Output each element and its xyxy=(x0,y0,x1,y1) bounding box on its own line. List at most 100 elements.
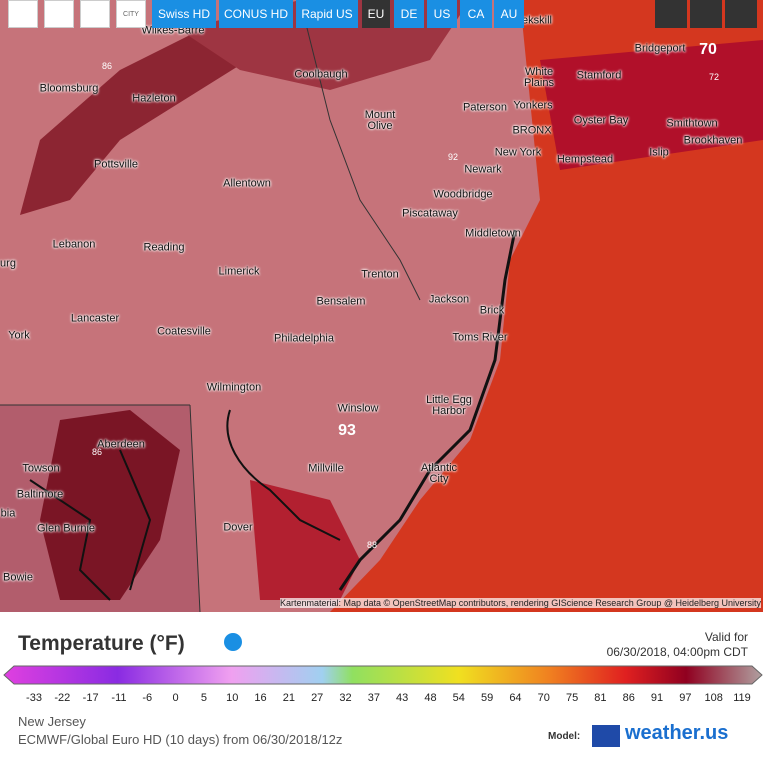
region-button[interactable]: EU xyxy=(362,0,390,28)
city-toggle[interactable]: CITY xyxy=(116,0,146,28)
place-label: Philadelphia xyxy=(274,332,334,345)
scale-tick-label: -17 xyxy=(82,692,99,704)
scale-tick-label: 21 xyxy=(282,692,295,704)
model-run: ECMWF/Global Euro HD (10 days) from 06/3… xyxy=(18,732,343,747)
scale-tick-label: 0 xyxy=(172,692,179,704)
scale-tick-label: 59 xyxy=(480,692,494,704)
region-button[interactable]: Rapid US xyxy=(296,0,358,28)
scale-tick-label: -22 xyxy=(54,692,71,704)
twitter-button[interactable] xyxy=(655,0,687,28)
region-button[interactable]: AU xyxy=(494,0,524,28)
place-label: Coolbaugh xyxy=(294,68,348,81)
place-label: Aberdeen xyxy=(97,438,145,451)
scale-tick-label: 37 xyxy=(367,692,380,704)
region-button[interactable]: CONUS HD xyxy=(219,0,293,28)
scale-tick-label: 91 xyxy=(650,692,664,704)
place-label: Newark xyxy=(464,163,502,176)
scale-tick-label: 64 xyxy=(509,692,522,704)
region-button[interactable]: CA xyxy=(460,0,492,28)
scale-tick-label: -6 xyxy=(142,692,153,704)
contour-label: 86 xyxy=(91,447,103,457)
place-label: Middletown xyxy=(465,227,521,240)
place-label: Limerick xyxy=(218,265,260,278)
scale-tick-label: 97 xyxy=(679,692,692,704)
scale-tick-label: 119 xyxy=(733,692,751,704)
scale-tick-label: 108 xyxy=(704,692,723,704)
place-label: Little Egg Harbor xyxy=(426,394,472,417)
place-label: Bensalem xyxy=(316,295,366,308)
place-label: Brick xyxy=(479,304,505,317)
place-label: Reading xyxy=(143,241,185,254)
place-label: BRONX xyxy=(512,124,552,137)
globe-button[interactable] xyxy=(44,0,74,28)
place-label: Winslow xyxy=(337,402,379,415)
place-label: Hempstead xyxy=(556,153,614,166)
scale-tick-label: 16 xyxy=(254,692,267,704)
place-label: Millville xyxy=(308,462,344,475)
color-scale xyxy=(3,665,763,685)
contour-label: 86 xyxy=(101,61,113,71)
place-label: Mount Olive xyxy=(364,109,396,132)
refresh-button[interactable] xyxy=(8,0,38,28)
info-icon[interactable] xyxy=(224,633,242,651)
place-label: Woodbridge xyxy=(433,188,493,201)
place-label: Atlantic City xyxy=(420,462,458,485)
zoom-button[interactable] xyxy=(80,0,110,28)
place-label: Stamford xyxy=(576,69,622,82)
place-label: Oyster Bay xyxy=(573,114,629,127)
place-label: bia xyxy=(0,507,16,520)
place-label: Bridgeport xyxy=(634,42,686,55)
place-label: White Plains xyxy=(524,66,554,89)
place-label: New York xyxy=(494,146,542,159)
contour-label: 88 xyxy=(366,540,378,550)
scale-tick-label: 70 xyxy=(537,692,550,704)
place-label: Toms River xyxy=(452,331,508,344)
place-label: Wilmington xyxy=(206,381,262,394)
place-label: Paterson xyxy=(462,101,508,114)
scale-tick-label: 5 xyxy=(200,692,207,704)
scale-tick-label: 81 xyxy=(594,692,607,704)
place-label: Smithtown xyxy=(666,117,718,130)
place-label: Piscataway xyxy=(402,207,458,220)
region-button[interactable]: Swiss HD xyxy=(152,0,216,28)
place-label: Yonkers xyxy=(513,99,553,112)
scale-tick-label: -11 xyxy=(111,692,127,704)
place-label: Glen Burnie xyxy=(36,522,96,535)
brand[interactable]: weather.us xyxy=(625,722,729,744)
facebook-button[interactable] xyxy=(690,0,722,28)
place-label: Lebanon xyxy=(52,238,96,251)
scale-tick-label: 10 xyxy=(226,692,239,704)
scale-tick-label: 48 xyxy=(424,692,437,704)
place-label: Coatesville xyxy=(157,325,211,338)
place-label: York xyxy=(8,329,30,342)
place-label: Wilkes-Barre xyxy=(141,24,205,37)
legend-title: Temperature (°F) xyxy=(18,632,185,655)
scale-tick-label: 86 xyxy=(622,692,635,704)
place-label: Baltimore xyxy=(16,488,64,501)
valid-label: Valid for xyxy=(704,630,748,644)
place-label: Dover xyxy=(223,521,253,534)
place-label: Bloomsburg xyxy=(39,82,99,95)
region-button[interactable]: DE xyxy=(394,0,424,28)
map xyxy=(0,0,763,612)
place-label: Pottsville xyxy=(93,158,139,171)
model-label: Model: xyxy=(548,731,581,742)
place-label: Towson xyxy=(22,462,60,475)
contour-label: 70 xyxy=(699,41,717,58)
place-label: Bowie xyxy=(3,571,33,584)
scale-tick-label: 43 xyxy=(396,692,409,704)
eu-flag xyxy=(592,725,620,747)
place-label: ekskill xyxy=(522,14,552,27)
place-label: Allentown xyxy=(223,177,271,190)
attribution: Kartenmaterial: Map data © OpenStreetMap… xyxy=(280,598,761,608)
scale-tick-label: -33 xyxy=(26,692,42,704)
place-label: Islip xyxy=(649,146,669,159)
download-button[interactable] xyxy=(725,0,757,28)
place-label: Trenton xyxy=(361,268,399,281)
place-label: Jackson xyxy=(428,293,470,306)
scale-tick-label: 32 xyxy=(339,692,352,704)
valid-time: 06/30/2018, 04:00pm CDT xyxy=(606,645,748,659)
region-button[interactable]: US xyxy=(427,0,457,28)
scale-tick-label: 27 xyxy=(311,692,324,704)
